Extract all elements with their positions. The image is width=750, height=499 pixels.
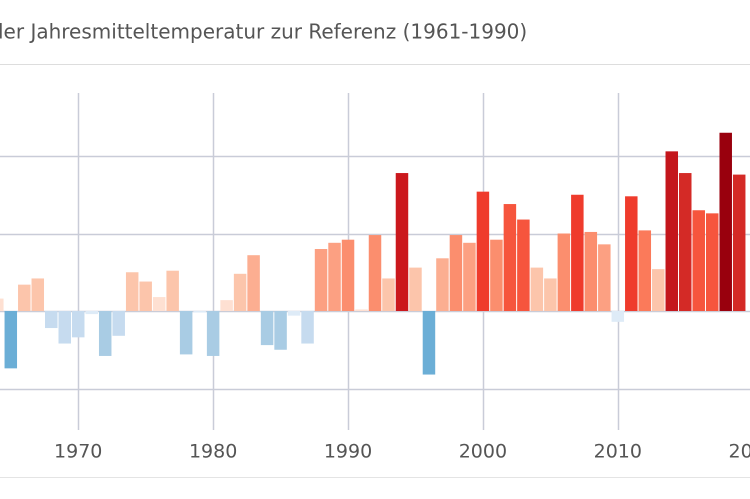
x-tick-label: 1970 [54,441,102,463]
bar [584,231,598,311]
bar [544,278,557,311]
bar [463,242,476,311]
bar [692,210,705,311]
bar [652,269,665,311]
bar [449,235,463,311]
bar [85,311,98,315]
bar [166,270,179,311]
bar [598,244,611,311]
bar [152,297,166,311]
bar [233,273,247,311]
bar [368,235,382,311]
bar [611,311,625,322]
bar [382,278,395,311]
x-tick-label: 2000 [459,441,507,463]
bar [719,132,732,311]
bar [18,284,31,311]
chart-title: ler Jahresmitteltemperatur zur Referenz … [0,20,527,44]
bar [571,194,584,311]
bar [679,173,692,311]
bar [409,267,422,311]
bar [31,278,45,311]
bar [395,173,409,311]
bar [206,311,220,356]
x-tick-label: 1980 [189,441,237,463]
bar [557,233,571,311]
bar [490,239,503,311]
bar [503,204,517,311]
x-tick-label: 2010 [594,441,642,463]
bar [98,311,112,356]
bar [139,281,152,311]
bar [220,300,233,311]
bar [287,311,301,316]
bar [530,267,544,311]
bar [125,272,139,311]
bar [301,311,314,344]
bar [71,311,85,338]
bar [436,258,449,311]
bar [314,249,328,311]
bar [112,311,125,336]
bar [341,239,355,311]
bar [705,213,719,311]
x-tick-label: 2020 [729,441,750,463]
bar [355,309,368,311]
bar [422,311,436,375]
bar [193,311,206,313]
bar [58,311,71,344]
bar [247,255,260,311]
bar [638,230,652,311]
bar [179,311,193,355]
bar [45,311,58,329]
bar [328,242,341,311]
bar [4,311,18,369]
bar [517,219,530,311]
x-tick-label: 1990 [324,441,372,463]
bar [665,151,679,311]
bar [476,191,490,311]
bar [274,311,287,350]
bar [625,196,638,311]
bar [732,174,746,311]
bar [260,311,274,346]
bar [0,298,4,311]
